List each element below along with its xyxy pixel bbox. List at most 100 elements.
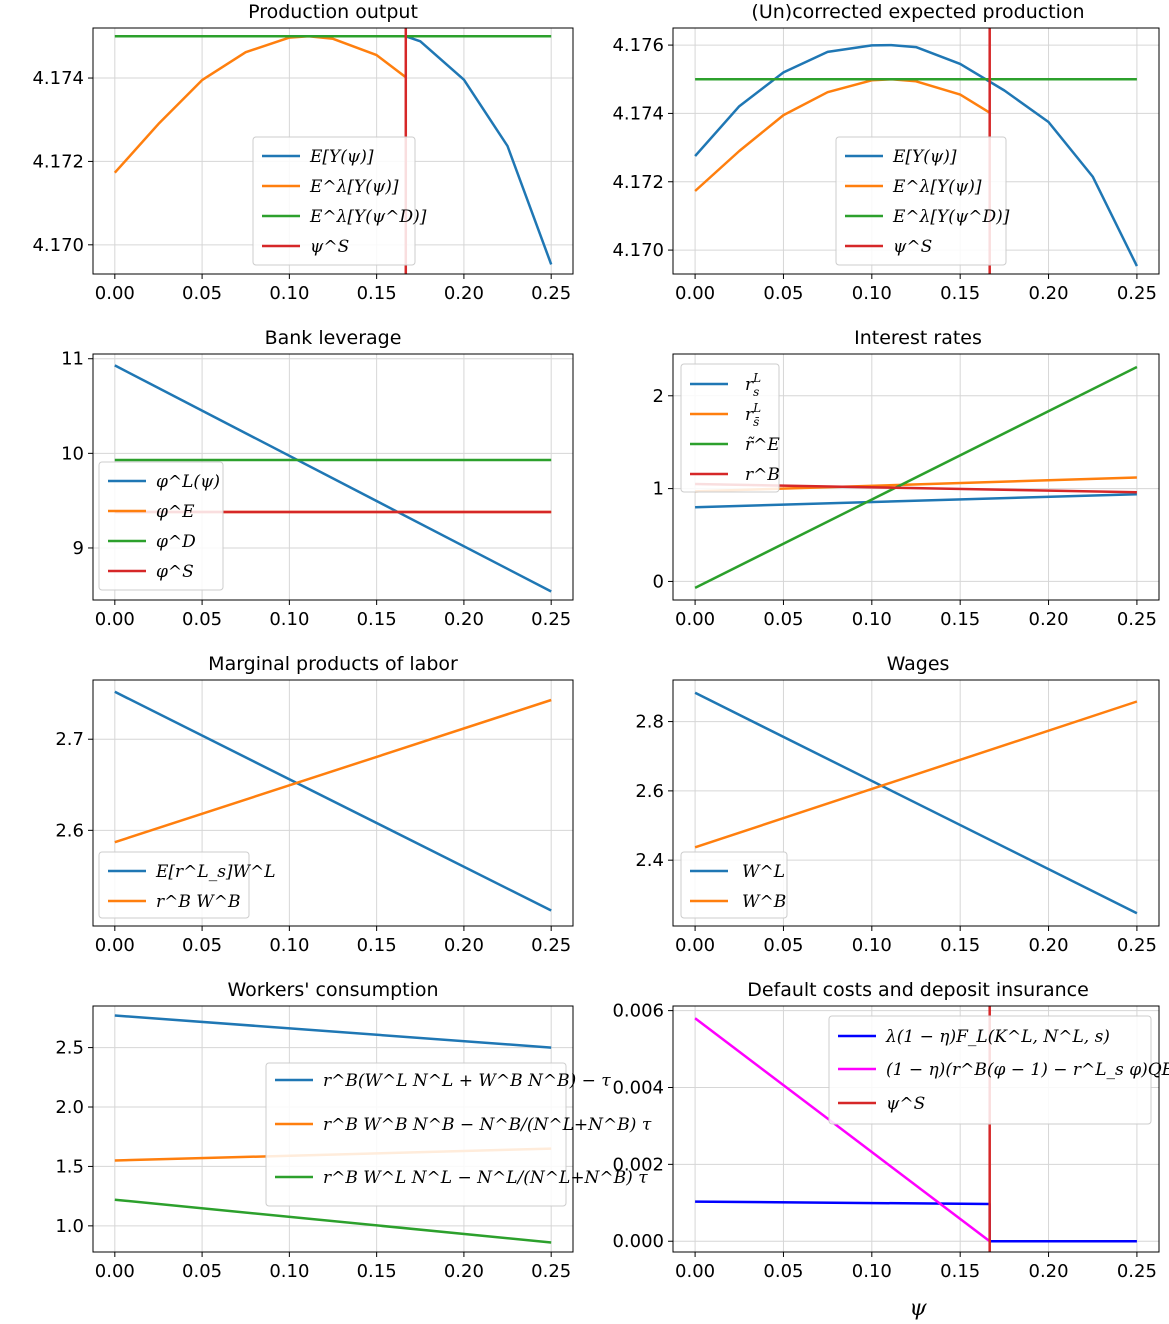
x-tick-label: 0.15 bbox=[940, 935, 980, 956]
x-tick-label: 0.20 bbox=[1029, 1261, 1069, 1282]
legend-entry-r-l-lower: rL s bbox=[745, 371, 761, 399]
x-tick-label: 0.10 bbox=[852, 1261, 892, 1282]
y-tick-label: 1 bbox=[653, 479, 664, 500]
legend: φ^L(ψ) φ^E φ^D φ^S bbox=[98, 461, 224, 591]
x-tick-label: 0.10 bbox=[269, 609, 309, 630]
legend-entry: φ^S bbox=[156, 562, 194, 582]
x-tick-label: 0.25 bbox=[531, 1261, 571, 1282]
x-tick-label: 0.05 bbox=[763, 283, 803, 304]
y-tick-label: 2 bbox=[653, 386, 664, 407]
x-tick-label: 0.00 bbox=[95, 1261, 135, 1282]
legend-entry: r^B bbox=[745, 465, 780, 485]
x-tick-label: 0.15 bbox=[940, 1261, 980, 1282]
legend-entry: E[r^L_s]W^L bbox=[155, 862, 276, 882]
panel-interest-rates: Interest rates 0.00 0.05 0.10 0.15 0.20 0.25 0… bbox=[653, 327, 1160, 630]
y-tick-label: 4.176 bbox=[612, 35, 664, 56]
x-tick-label: 0.05 bbox=[182, 935, 222, 956]
legend-entry-r-l-upper: rL s̄ bbox=[745, 401, 761, 429]
y-tick-label: 9 bbox=[73, 538, 84, 559]
legend-entry: r̃^E bbox=[745, 435, 780, 455]
legend-entry: W^L bbox=[742, 862, 785, 882]
legend-entry: E^λ[Y(ψ^D)] bbox=[309, 207, 427, 227]
series-line bbox=[113, 35, 407, 174]
x-tick-label: 0.05 bbox=[182, 283, 222, 304]
series-line bbox=[694, 43, 1139, 267]
plot-frame bbox=[672, 679, 1160, 927]
x-tick-label: 0.05 bbox=[763, 1261, 803, 1282]
x-tick-label: 0.10 bbox=[269, 1261, 309, 1282]
series-line bbox=[694, 365, 1138, 590]
legend-entry: φ^E bbox=[156, 502, 195, 522]
x-tick-label: 0.10 bbox=[852, 283, 892, 304]
y-tick-label: 2.0 bbox=[55, 1097, 84, 1118]
x-tick-label: 0.15 bbox=[357, 609, 397, 630]
legend: E[Y(ψ)] E^λ[Y(ψ)] E^λ[Y(ψ^D)] ψ^S bbox=[835, 136, 1010, 266]
plot-frame bbox=[92, 679, 574, 927]
x-tick-label: 0.00 bbox=[675, 1261, 715, 1282]
legend-entry: φ^L(ψ) bbox=[156, 472, 220, 492]
legend-entry: (1 − η)(r^B(φ − 1) − r^L_s φ)QE bbox=[886, 1060, 1169, 1080]
chart-title: Production output bbox=[248, 1, 418, 23]
legend: E[Y(ψ)] E^λ[Y(ψ)] E^λ[Y(ψ^D)] ψ^S bbox=[252, 136, 427, 266]
series-line bbox=[695, 492, 1137, 509]
x-tick-label: 0.00 bbox=[675, 609, 715, 630]
x-tick-label: 0.15 bbox=[357, 283, 397, 304]
panel-marginal-products-of-labor: Marginal products of labor 0.00 0.05 0.10 0… bbox=[55, 653, 574, 956]
x-axis-label: ψ bbox=[909, 1296, 927, 1321]
x-tick-label: 0.25 bbox=[1117, 1261, 1157, 1282]
x-tick-label: 0.20 bbox=[444, 609, 484, 630]
plot-frame bbox=[92, 1005, 574, 1253]
x-tick-label: 0.10 bbox=[269, 935, 309, 956]
chart-title: Bank leverage bbox=[265, 327, 402, 349]
plot-frame bbox=[672, 1005, 1160, 1253]
x-tick-label: 0.20 bbox=[1029, 609, 1069, 630]
y-tick-label: 4.170 bbox=[32, 235, 84, 256]
series-line bbox=[114, 690, 552, 912]
x-tick-label: 0.20 bbox=[1029, 283, 1069, 304]
legend-entry: φ^D bbox=[156, 532, 196, 552]
x-tick-label: 0.05 bbox=[763, 935, 803, 956]
x-tick-label: 0.00 bbox=[675, 283, 715, 304]
y-tick-label: 0.002 bbox=[612, 1154, 664, 1175]
y-tick-label: 0.006 bbox=[612, 1001, 664, 1022]
chart-title: Interest rates bbox=[854, 327, 982, 349]
y-tick-label: 1.5 bbox=[55, 1156, 84, 1177]
panel-default-costs-deposit-insurance: Default costs and deposit insurance 0.00… bbox=[612, 979, 1169, 1282]
chart-title: (Un)corrected expected production bbox=[751, 1, 1084, 23]
x-tick-label: 0.25 bbox=[531, 935, 571, 956]
y-tick-label: 0.000 bbox=[612, 1231, 664, 1252]
legend: E[r^L_s]W^L r^B W^B bbox=[98, 851, 276, 919]
panel-uncorrected-expected-production: (Un)corrected expected production 0.00 0.… bbox=[612, 1, 1160, 304]
panel-wages: Wages 0.00 0.05 0.10 0.15 0.20 0.252.42.62.8 … bbox=[635, 653, 1160, 956]
x-tick-label: 0.20 bbox=[1029, 935, 1069, 956]
panel-workers-consumption: Workers' consumption 0.00 0.05 0.10 0.15 0.2… bbox=[55, 979, 651, 1282]
y-tick-label: 2.8 bbox=[635, 712, 664, 733]
legend-entry: ψ^S bbox=[893, 237, 932, 257]
x-tick-label: 0.00 bbox=[95, 609, 135, 630]
series-line bbox=[694, 700, 1138, 849]
chart-title: Wages bbox=[887, 653, 950, 675]
legend-entry: E[Y(ψ)] bbox=[892, 147, 957, 167]
series-line bbox=[114, 1014, 552, 1049]
y-tick-label: 2.6 bbox=[55, 820, 84, 841]
x-tick-label: 0.15 bbox=[940, 609, 980, 630]
y-tick-label: 1.0 bbox=[55, 1216, 84, 1237]
legend-entry: E[Y(ψ)] bbox=[309, 147, 374, 167]
y-tick-label: 2.7 bbox=[55, 729, 84, 750]
x-tick-label: 0.00 bbox=[95, 935, 135, 956]
y-tick-label: 0 bbox=[653, 571, 664, 592]
series-line bbox=[695, 1200, 1137, 1243]
legend-entry: λ(1 − η)F_L(K^L, N^L, s) bbox=[885, 1027, 1110, 1047]
series-line bbox=[405, 35, 553, 265]
x-tick-label: 0.25 bbox=[1117, 609, 1157, 630]
series-line bbox=[114, 698, 552, 844]
x-tick-label: 0.05 bbox=[182, 609, 222, 630]
legend: W^L W^B bbox=[680, 851, 788, 919]
x-tick-label: 0.25 bbox=[1117, 935, 1157, 956]
chart-title: Marginal products of labor bbox=[208, 653, 458, 675]
x-tick-label: 0.05 bbox=[763, 609, 803, 630]
legend-entry: r^B W^B N^B − N^B/(N^L+N^B) τ bbox=[323, 1115, 652, 1135]
legend-entry: W^B bbox=[742, 892, 786, 912]
x-tick-label: 0.10 bbox=[852, 609, 892, 630]
